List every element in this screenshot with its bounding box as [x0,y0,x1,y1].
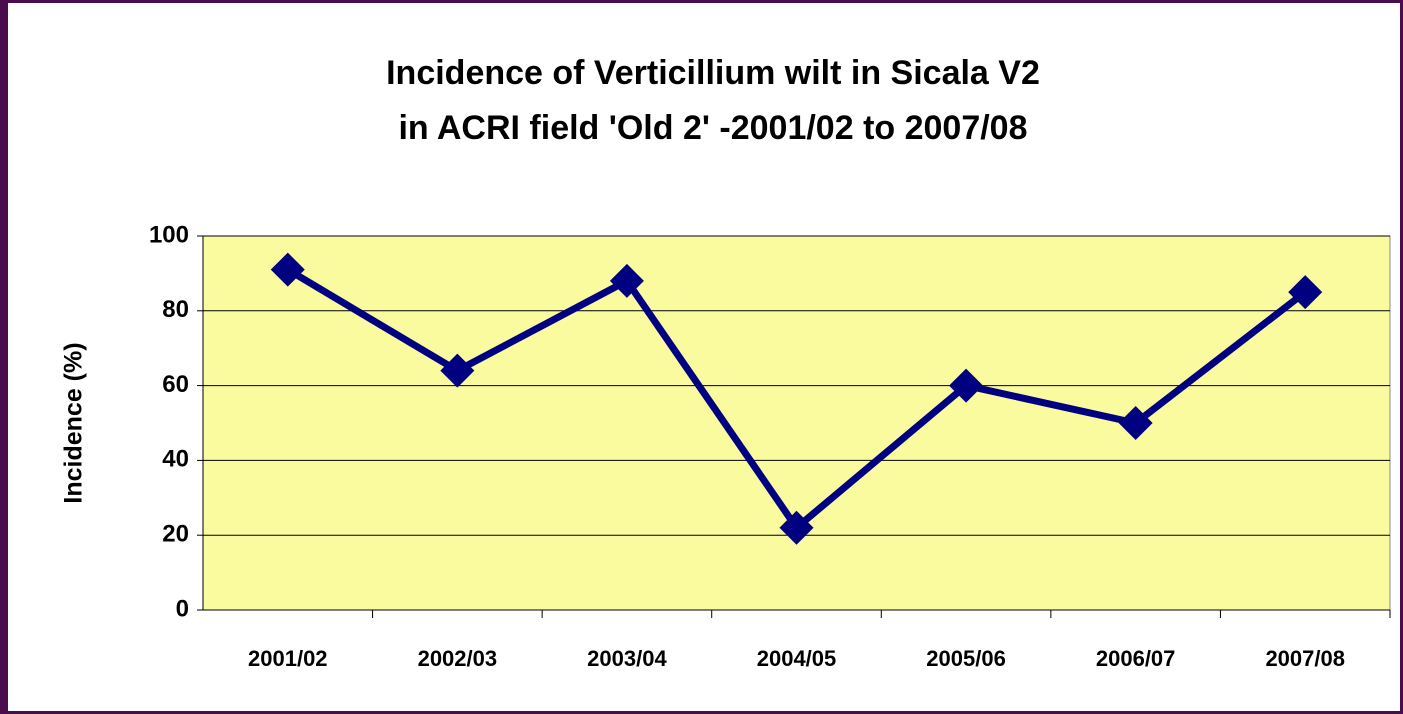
x-tick-label: 2001/02 [248,646,328,671]
data-point [270,252,305,287]
x-tick-label: 2006/07 [1096,646,1176,671]
data-point [1288,275,1323,310]
data-point [949,368,984,403]
y-tick-label: 80 [162,296,189,323]
plot-area [202,235,1391,611]
x-tick-label: 2005/06 [926,646,1006,671]
chart-title: Incidence of Verticillium wilt in Sicala… [386,54,1040,92]
data-point [779,510,814,545]
y-tick-label: 20 [162,521,189,548]
y-tick-label: 60 [162,371,189,398]
y-tick-label: 100 [149,221,189,248]
data-point [440,353,475,388]
x-tick-label: 2002/03 [418,646,498,671]
x-tick-label: 2003/04 [587,646,667,671]
x-tick-label: 2004/05 [757,646,837,671]
chart-title: in ACRI field 'Old 2' -2001/02 to 2007/0… [398,109,1027,147]
data-point [1118,406,1153,440]
data-point [609,263,644,298]
x-tick-label: 2007/08 [1265,646,1345,671]
y-tick-label: 0 [176,595,189,622]
y-axis-label: Incidence (%) [60,342,88,503]
y-tick-label: 40 [162,446,189,473]
